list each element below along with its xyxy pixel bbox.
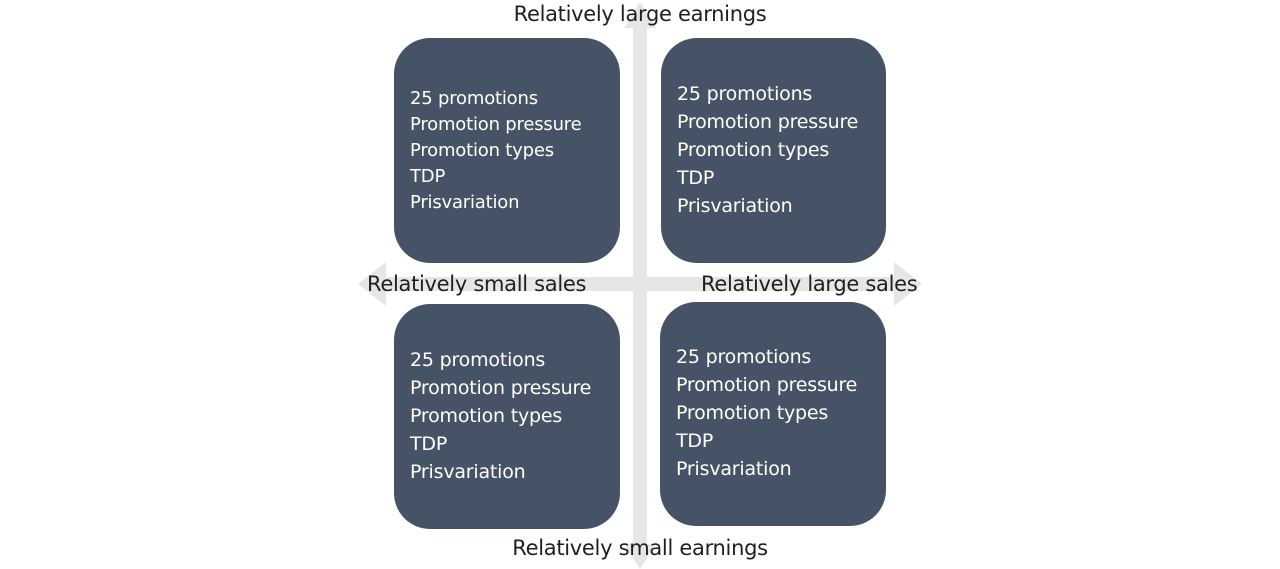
quadrant-list: 25 promotions Promotion pressure Promoti… [410,84,612,218]
list-item: 25 promotions [410,87,538,109]
list-item: Prisvariation [410,460,526,483]
arrow-right-icon [894,262,922,306]
list-item: Promotion types [410,139,554,161]
arrow-left-icon [358,262,386,306]
list-item: Promotion pressure [676,374,858,396]
list-item: TDP [410,432,448,455]
quadrant-bottom-left: 25 promotions Promotion pressure Promoti… [394,304,620,529]
list-item: Prisvariation [677,194,793,217]
list-item: Promotion pressure [677,110,859,133]
list-item: TDP [410,165,446,187]
quadrant-top-right: 25 promotions Promotion pressure Promoti… [661,38,886,263]
horizontal-axis-shaft [384,277,896,291]
quadrant-list: 25 promotions Promotion pressure Promoti… [677,79,878,223]
quadrant-list: 25 promotions Promotion pressure Promoti… [676,342,878,486]
list-item: 25 promotions [677,82,813,105]
arrow-down-icon [624,544,656,569]
list-item: TDP [676,430,714,452]
list-item: 25 promotions [410,348,546,371]
list-item: Prisvariation [676,458,792,480]
list-item: Promotion types [676,402,829,424]
quadrant-top-left: 25 promotions Promotion pressure Promoti… [394,38,620,263]
list-item: 25 promotions [676,346,812,368]
list-item: Promotion types [677,138,830,161]
list-item: Prisvariation [410,191,520,213]
list-item: TDP [677,166,715,189]
axis-label-large-earnings: Relatively large earnings [513,2,767,26]
axis-label-small-sales: Relatively small sales [367,272,587,296]
list-item: Promotion pressure [410,376,592,399]
arrow-up-icon [624,2,656,28]
list-item: Promotion pressure [410,113,582,135]
list-item: Promotion types [410,404,563,427]
quadrant-bottom-right: 25 promotions Promotion pressure Promoti… [660,302,886,526]
quadrant-list: 25 promotions Promotion pressure Promoti… [410,345,612,489]
axis-label-small-earnings: Relatively small earnings [512,536,768,560]
axis-label-large-sales: Relatively large sales [701,272,918,296]
